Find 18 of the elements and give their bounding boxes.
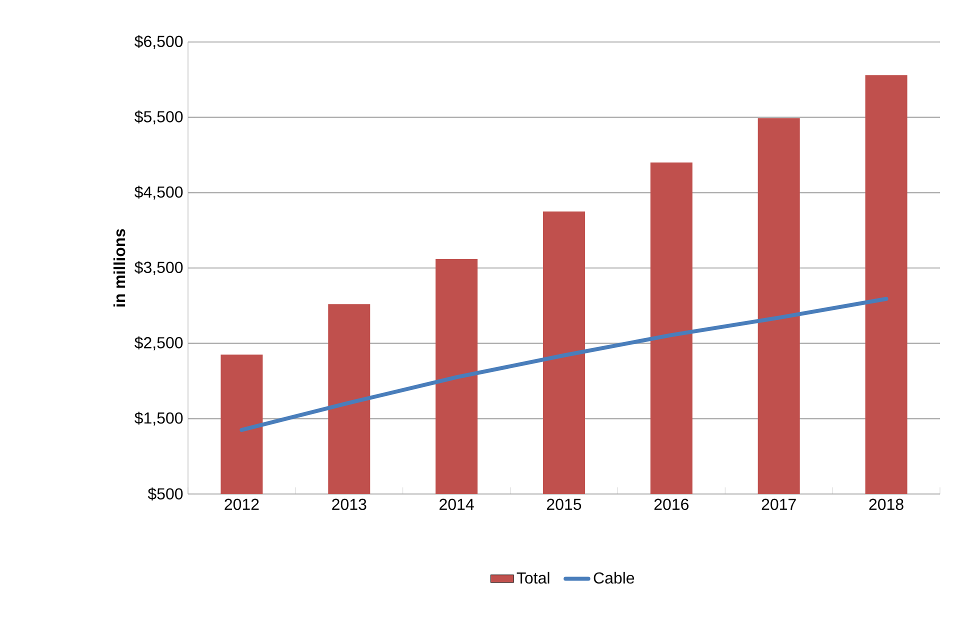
x-tick-label: 2018 [869, 498, 904, 510]
x-tick-label: 2017 [762, 498, 796, 510]
y-tick-label: $500 [148, 488, 183, 500]
y-tick-label: $4,500 [134, 186, 183, 200]
y-tick-label: $2,500 [134, 336, 183, 350]
x-tick-label: 2016 [654, 498, 689, 510]
y-axis-title: in millions [113, 229, 126, 306]
y-tick-label: $3,500 [134, 261, 183, 275]
line-series [240, 296, 888, 432]
x-tick-label: 2014 [440, 498, 474, 510]
legend-label: Total [516, 572, 550, 584]
x-tick-label: 2012 [224, 498, 259, 510]
y-tick-label: $5,500 [134, 110, 183, 124]
y-tick-label: $6,500 [134, 35, 183, 49]
legend-label: Cable [594, 572, 634, 584]
y-tick-label: $1,500 [134, 412, 183, 426]
x-tick-label: 2015 [546, 498, 582, 510]
x-tick-label: 2013 [332, 498, 366, 510]
